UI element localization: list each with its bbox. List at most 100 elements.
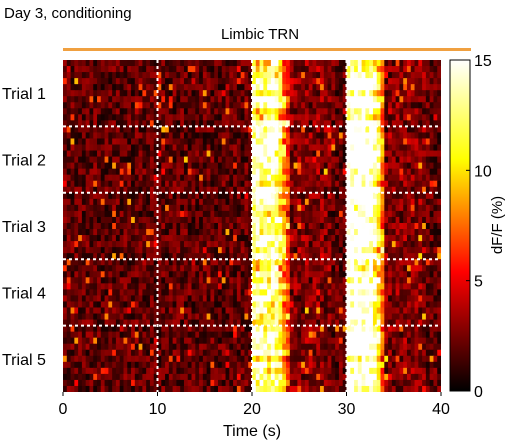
heatmap-cell [240,114,245,121]
heatmap-cell [240,235,245,242]
heatmap-cell [81,259,87,266]
heatmap-cell [304,337,310,345]
heatmap-cell [214,186,219,194]
heatmap-cell [180,168,185,176]
heatmap-cell [388,192,393,200]
heatmap-cell [418,60,423,67]
heatmap-cell [414,349,419,357]
heatmap-cell [331,343,336,351]
heatmap-cell [157,114,162,121]
heatmap-cell [217,349,223,357]
heatmap-cell [153,66,158,73]
heatmap-cell [81,66,87,73]
heatmap-cell [108,337,113,345]
heatmap-cell [350,162,355,170]
heatmap-cell [331,331,336,339]
heatmap-cell [149,96,155,103]
heatmap-cell [195,343,200,351]
heatmap-cell [119,325,124,333]
heatmap-cell [429,156,434,164]
heatmap-cell [78,337,83,345]
heatmap-cell [252,90,257,97]
heatmap-cell [240,229,245,236]
heatmap-cell [297,120,302,127]
heatmap-cell [165,168,170,176]
heatmap-cell [335,96,340,103]
heatmap-cell [263,156,268,164]
heatmap-cell [312,331,317,339]
heatmap-cell [286,355,291,363]
heatmap-cell [199,229,204,236]
heatmap-cell [221,343,227,351]
heatmap-cell [66,277,72,284]
heatmap-cell [320,144,325,152]
heatmap-cell [168,126,174,133]
heatmap-cell [165,216,170,224]
heatmap-cell [206,108,211,115]
heatmap-cell [183,259,189,266]
heatmap-cell [233,222,238,230]
heatmap-cell [282,144,287,152]
heatmap-cell [131,192,136,200]
heatmap-cell [414,241,419,248]
heatmap-cell [236,162,242,170]
heatmap-cell [297,343,302,351]
heatmap-cell [183,78,189,85]
heatmap-cell [172,78,177,85]
heatmap-cell [406,337,412,345]
heatmap-cell [312,349,317,357]
heatmap-cell [149,186,155,194]
heatmap-cell [388,198,393,206]
heatmap-cell [127,355,132,363]
heatmap-cell [89,343,94,351]
heatmap-cell [70,174,75,182]
heatmap-cell [301,102,306,109]
heatmap-cell [263,192,268,200]
heatmap-cell [131,283,136,290]
heatmap-cell [229,301,234,308]
heatmap-cell [176,343,181,351]
heatmap-cell [134,277,140,284]
heatmap-cell [267,78,272,85]
heatmap-cell [146,78,151,85]
heatmap-cell [308,138,313,146]
heatmap-cell [70,180,75,188]
heatmap-cell [278,186,283,194]
heatmap-cell [263,271,268,278]
heatmap-cell [74,210,79,218]
heatmap-cell [354,180,359,188]
heatmap-cell [229,325,234,333]
heatmap-cell [255,259,261,266]
heatmap-cell [384,229,389,236]
heatmap-cell [399,168,404,176]
heatmap-cell [131,90,136,97]
heatmap-cell [233,168,238,176]
heatmap-cell [380,162,385,170]
heatmap-cell [240,60,245,67]
heatmap-cell [414,84,419,91]
chart-subtitle: Limbic TRN [221,26,299,43]
heatmap-cell [195,222,200,230]
heatmap-cell [81,319,87,327]
heatmap-cell [376,192,382,200]
heatmap-cell [78,283,83,290]
heatmap-cell [365,144,370,152]
heatmap-cell [127,277,132,284]
heatmap-cell [153,72,158,79]
heatmap-cell [240,265,245,272]
heatmap-cell [361,144,366,152]
heatmap-cell [214,168,219,176]
heatmap-cell [165,343,170,351]
heatmap-cell [217,150,223,158]
heatmap-cell [195,216,200,224]
heatmap-cell [161,325,166,333]
heatmap-cell [115,180,121,188]
heatmap-cell [127,192,132,200]
heatmap-cell [418,307,423,315]
heatmap-cell [100,102,106,109]
heatmap-cell [142,96,147,103]
heatmap-cell [123,174,128,182]
heatmap-cell [384,235,389,242]
heatmap-cell [274,235,279,242]
heatmap-cell [165,204,170,212]
